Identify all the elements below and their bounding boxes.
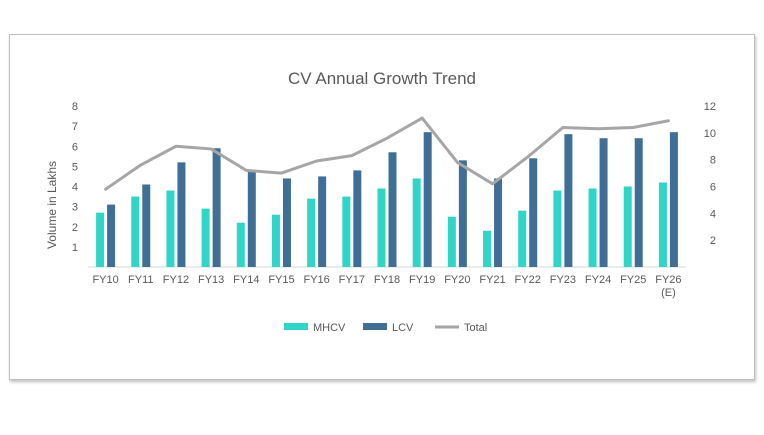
- bar-lcv: [458, 160, 467, 267]
- x-tick-label: FY14: [233, 274, 259, 286]
- chart-frame: CV Annual Growth Trend Volume in Lakhs 1…: [9, 34, 755, 380]
- bar-lcv: [564, 134, 573, 267]
- bar-lcv: [494, 178, 503, 267]
- bar-mhcv: [553, 190, 562, 267]
- chart-title: CV Annual Growth Trend: [288, 69, 476, 88]
- bar-mhcv: [307, 198, 316, 267]
- total-line: [104, 116, 670, 191]
- bar-mhcv: [271, 214, 280, 267]
- bar-lcv: [282, 178, 291, 267]
- y2-tick-label: 6: [710, 182, 716, 194]
- y-tick-label: 3: [72, 202, 78, 214]
- bar-mhcv: [201, 208, 210, 267]
- y-tick-label: 7: [72, 121, 78, 133]
- cv-growth-chart: CV Annual Growth Trend Volume in Lakhs 1…: [45, 69, 716, 334]
- bar-mhcv: [623, 186, 632, 267]
- y2-tick-label: 10: [704, 128, 716, 140]
- y2-tick-label: 2: [710, 235, 716, 247]
- x-tick-label: FY19: [409, 274, 435, 286]
- x-tick-label: FY24: [585, 274, 611, 286]
- x-tick-label: FY16: [303, 274, 329, 286]
- bar-mhcv: [342, 196, 351, 267]
- bar-mhcv: [518, 210, 527, 267]
- x-tick-label: FY12: [163, 274, 189, 286]
- x-tick-label: FY10: [92, 274, 118, 286]
- x-tick-label: FY15: [268, 274, 294, 286]
- legend-label-total: Total: [464, 322, 487, 334]
- x-tick-label: FY25: [620, 274, 646, 286]
- line-total: [104, 116, 670, 191]
- bar-lcv: [529, 158, 538, 267]
- y-tick-label: 1: [72, 242, 78, 254]
- x-tick-label: FY18: [374, 274, 400, 286]
- x-tick-label: FY26: [655, 274, 681, 286]
- bar-lcv: [107, 204, 116, 267]
- legend-label-mhcv: MHCV: [313, 322, 346, 334]
- y2-tick-label: 8: [710, 155, 716, 167]
- bar-lcv: [634, 138, 643, 267]
- y-tick-label: 5: [72, 161, 78, 173]
- bar-mhcv: [412, 178, 421, 267]
- bar-lcv: [177, 162, 186, 267]
- bar-lcv: [212, 148, 221, 267]
- bar-mhcv: [236, 222, 245, 267]
- bar-mhcv: [447, 216, 456, 267]
- bar-mhcv: [166, 190, 175, 267]
- bar-mhcv: [658, 182, 667, 267]
- bar-mhcv: [483, 230, 492, 267]
- bar-mhcv: [131, 196, 140, 267]
- x-tick-label: FY23: [550, 274, 576, 286]
- bar-lcv: [318, 176, 327, 267]
- bar-mhcv: [377, 188, 386, 267]
- bar-lcv: [599, 138, 608, 267]
- y2-tick-label: 12: [704, 101, 716, 113]
- legend: MHCV LCV Total: [284, 322, 487, 334]
- x-tick-label: FY13: [198, 274, 224, 286]
- x-tick-label: FY21: [479, 274, 505, 286]
- y2-tick-label: 4: [710, 208, 716, 220]
- x-tick-label: FY11: [128, 274, 153, 286]
- legend-label-lcv: LCV: [392, 322, 414, 334]
- bar-mhcv: [96, 212, 105, 267]
- y-tick-label: 4: [72, 182, 78, 194]
- bar-lcv: [669, 132, 678, 267]
- y-tick-label: 2: [72, 222, 78, 234]
- x-tick-label: FY22: [515, 274, 541, 286]
- x-tick-label: FY20: [444, 274, 470, 286]
- y-axis-title: Volume in Lakhs: [45, 161, 59, 249]
- bar-mhcv: [588, 188, 597, 267]
- y-tick-label: 8: [72, 101, 78, 113]
- x-tick-label: FY17: [339, 274, 365, 286]
- x-tick-label: (E): [661, 287, 676, 299]
- bar-lcv: [388, 152, 397, 267]
- bar-lcv: [142, 184, 151, 267]
- legend-swatch-mhcv: [284, 323, 308, 330]
- bar-lcv: [247, 170, 256, 267]
- bar-lcv: [353, 170, 362, 267]
- bars: [96, 132, 678, 267]
- bar-lcv: [423, 132, 432, 267]
- legend-swatch-lcv: [363, 323, 387, 330]
- y-tick-label: 6: [72, 141, 78, 153]
